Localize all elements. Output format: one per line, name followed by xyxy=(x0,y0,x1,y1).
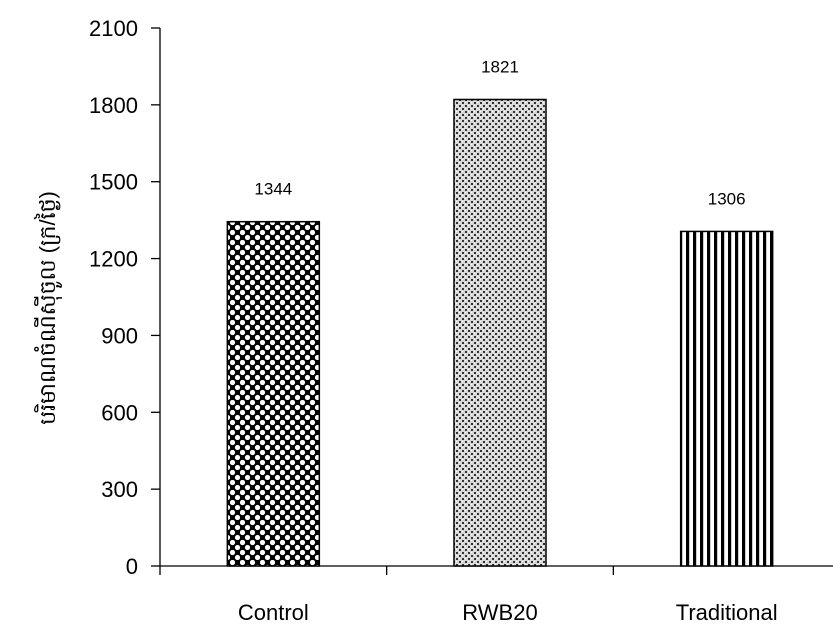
data-label: 1306 xyxy=(708,189,746,208)
x-category-label: Control xyxy=(238,600,309,625)
x-axis: Control RWB20 Traditional xyxy=(159,565,833,625)
y-tick-label: 1500 xyxy=(89,170,138,195)
bars: 1344 1821 1306 xyxy=(226,57,774,567)
bar-control xyxy=(226,220,321,567)
y-axis: 0 300 600 900 1200 1500 1800 2100 xyxy=(89,16,161,579)
y-axis-label: បរិមាណចំណីស៊ីចូល (ក្រ/ថ្ងៃ) xyxy=(34,191,62,425)
data-label: 1821 xyxy=(481,57,519,76)
y-tick-label: 0 xyxy=(126,554,138,579)
y-tick-label: 300 xyxy=(101,477,138,502)
y-tick-label: 1200 xyxy=(89,247,138,272)
y-tick-label: 600 xyxy=(101,400,138,425)
x-category-label: Traditional xyxy=(676,600,778,625)
y-tick-label: 1800 xyxy=(89,93,138,118)
x-category-label: RWB20 xyxy=(462,600,537,625)
y-tick-label: 2100 xyxy=(89,16,138,41)
bar-rwb20 xyxy=(453,98,547,567)
bar-traditional xyxy=(679,230,774,567)
data-label: 1344 xyxy=(254,180,292,199)
y-tick-label: 900 xyxy=(101,323,138,348)
